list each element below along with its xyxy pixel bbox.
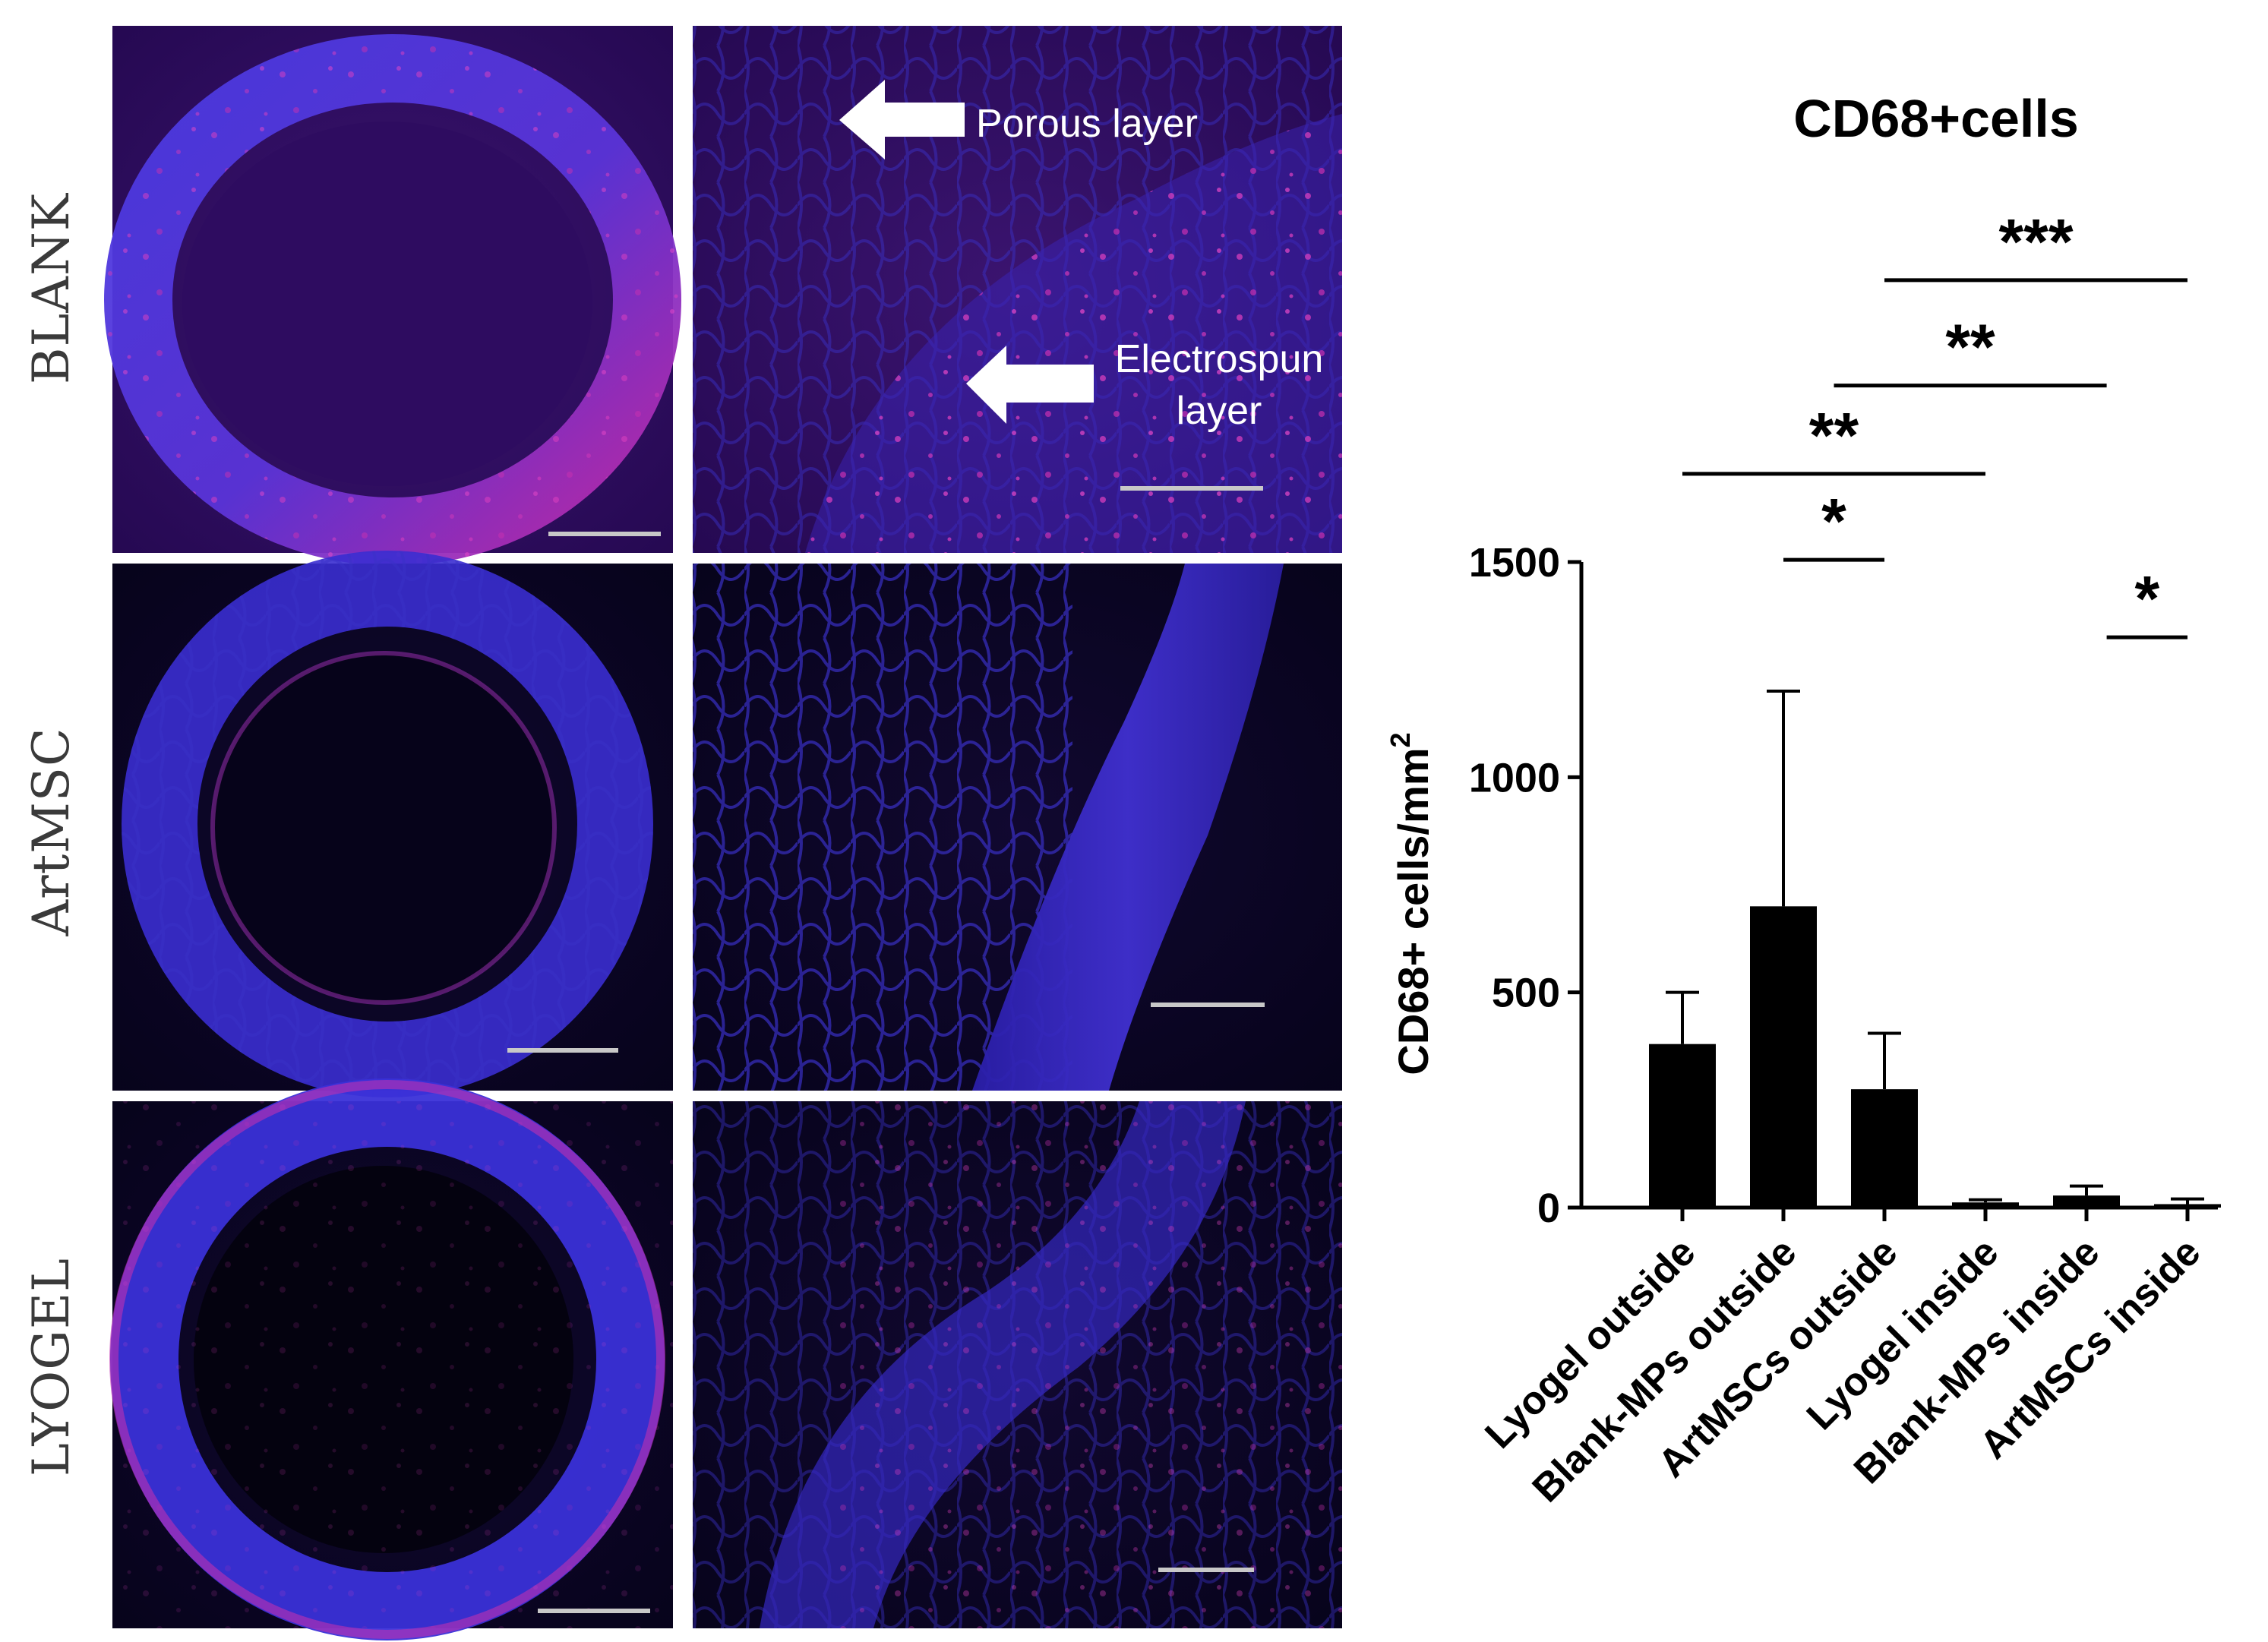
panel-lyogel-zoom <box>693 1101 1342 1628</box>
bar <box>1649 1044 1716 1208</box>
bar-chart: CD68+cells CD68+ cells/mm2 050010001500 … <box>1385 89 2221 1511</box>
bar <box>2154 1204 2221 1208</box>
y-tick-label: 1500 <box>1469 540 1560 586</box>
bars <box>1649 906 2221 1208</box>
arrow-electrospun-icon <box>966 346 1094 424</box>
chart-title: CD68+cells <box>1793 89 2079 148</box>
scale-bar <box>548 532 661 536</box>
y-tick-label: 1000 <box>1469 755 1560 800</box>
panel-blank-zoom: Porous layer Electrospun layer <box>693 26 1342 553</box>
significance-label: * <box>1821 485 1846 557</box>
bar <box>1750 906 1817 1208</box>
panel-blank-overview <box>104 26 681 566</box>
panel-lyogel-overview <box>109 1078 673 1640</box>
significance-label: * <box>2134 563 2159 634</box>
significance-label: ** <box>1809 399 1859 471</box>
bar <box>2053 1195 2120 1208</box>
row-label-lyogel: LYOGEL <box>22 1258 81 1476</box>
bar <box>1851 1089 1918 1208</box>
panel-artmsc-zoom <box>693 564 1342 1091</box>
annotation-electrospun-line1: Electrospun <box>1115 337 1324 381</box>
significance-label: ** <box>1945 311 1995 383</box>
row-label-blank: BLANK <box>22 192 81 384</box>
annotation-electrospun-line2: layer <box>1177 389 1262 433</box>
panel-artmsc-overview <box>112 551 673 1097</box>
significance-brackets: ********* <box>1682 206 2187 639</box>
bar <box>1952 1202 2019 1208</box>
scale-bar <box>538 1609 650 1613</box>
y-tick-label: 500 <box>1492 971 1560 1016</box>
scale-bar <box>1158 1568 1254 1572</box>
y-axis-label: CD68+ cells/mm2 <box>1385 732 1437 1075</box>
scale-bar <box>1120 486 1263 491</box>
significance-label: *** <box>1998 206 2073 277</box>
error-bars <box>1666 690 2204 1205</box>
y-tick-label: 0 <box>1537 1186 1560 1231</box>
y-ticks: 0 500 1000 1500 <box>1469 540 1581 1231</box>
annotation-porous-layer: Porous layer <box>976 102 1198 146</box>
scale-bar <box>1151 1003 1265 1007</box>
row-label-artmsc: ArtMSC <box>22 727 81 936</box>
scale-bar <box>507 1048 618 1053</box>
arrow-porous-icon <box>839 80 965 159</box>
